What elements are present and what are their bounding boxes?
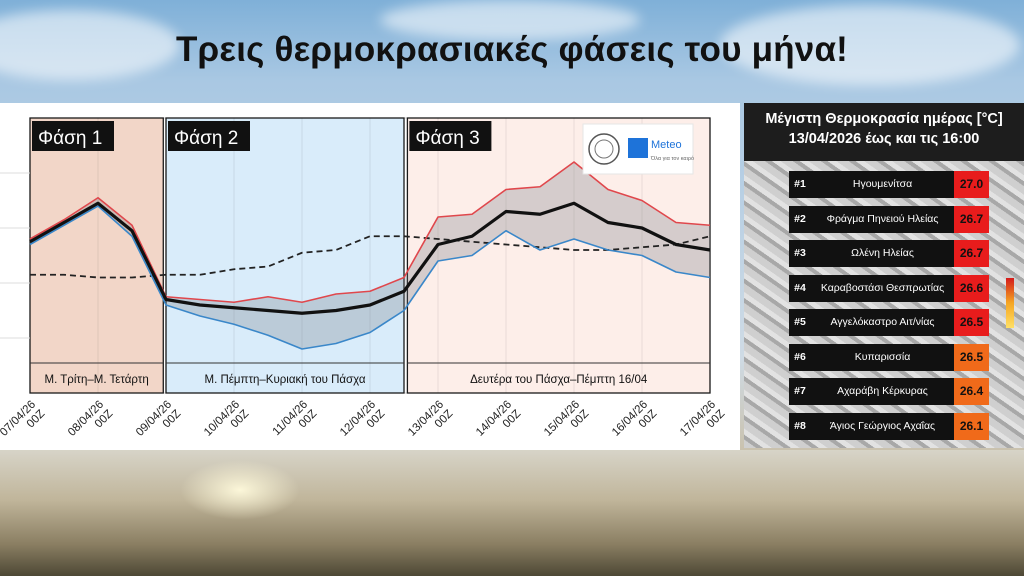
x-tick-label: 14/04/2600Z [474,399,523,448]
ranking-rank: #7 [789,378,811,405]
ranking-station-name: Αχαράβη Κέρκυρας [811,378,954,405]
ranking-title-line1: Μέγιστη Θερμοκρασία ημέρας [°C] [765,111,1003,127]
phase-3-label-box [409,121,492,151]
ranking-station-name: Φράγμα Πηνειού Ηλείας [811,205,954,233]
upper-bound-line [29,161,711,304]
ranking-station-name: Καραβοστάσι Θεσπρωτίας [811,274,954,302]
forecast-chart: Φάση 1 Μ. Τρίτη–Μ. Τετάρτη Φάση 2 Μ. Πέμπτη… [0,117,727,448]
ranking-row: #8 Άγιος Γεώργιος Αχαΐας 26.1 [789,412,989,441]
ranking-rank: #2 [789,205,811,233]
cloud-decoration [380,0,640,40]
sun-glow [180,460,300,520]
ranking-temperature-value: 26.7 [954,205,989,233]
x-tick-label: 11/04/2600Z [271,399,320,448]
university-seal-inner-icon [594,139,614,159]
ranking-station-name: Ηγουμενίτσα [811,171,954,198]
x-tick-label: 12/04/2600Z [338,399,387,448]
phase-2-caption: Μ. Πέμπτη–Κυριακή του Πάσχα [204,374,365,386]
ranking-temperature-value: 26.5 [954,343,989,371]
ranking-temperature-value: 26.7 [954,240,989,267]
ranking-rank: #1 [789,171,811,198]
ranking-station-name: Άγιος Γεώργιος Αχαΐας [811,412,954,440]
x-tick-label: 15/04/2600Z [542,399,591,448]
temperature-colorbar [1006,278,1014,328]
forecast-chart-panel: Φάση 1 Μ. Τρίτη–Μ. Τετάρτη Φάση 2 Μ. Πέμπτη… [0,103,740,450]
ranking-temperature-value: 26.1 [954,412,989,440]
climatology-line [30,235,711,279]
x-tick-label: 07/04/2600Z [0,399,47,448]
ranking-row: #2 Φράγμα Πηνειού Ηλείας 26.7 [789,205,989,234]
ranking-title-line2: 13/04/2026 έως και τις 16:00 [788,131,980,147]
ranking-temperature-value: 27.0 [954,171,989,198]
ranking-rank: #6 [789,343,811,371]
ranking-rank: #5 [789,309,811,336]
phase-2-region [165,117,405,394]
x-tick-label: 09/04/2600Z [134,399,183,448]
ranking-temperature-value: 26.5 [954,309,989,336]
phase-2-label: Φάση 2 [174,128,238,149]
phase-3-label: Φάση 3 [415,128,479,149]
ranking-station-name: Ωλένη Ηλείας [811,240,954,267]
meteo-logo-icon [628,138,648,158]
ranking-station-name: Κυπαρισσία [811,343,954,371]
ensemble-spread-band [30,162,710,349]
ranking-row: #7 Αχαράβη Κέρκυρας 26.4 [789,378,989,406]
ranking-title: Μέγιστη Θερμοκρασία ημέρας [°C] 13/04/20… [744,109,1024,149]
phase-1-label: Φάση 1 [38,128,102,149]
x-tick-label: 17/04/2600Z [678,399,727,448]
ranking-row: #5 Αγγελόκαστρο Αιτ/νίας 26.5 [789,309,989,337]
x-tick-label: 10/04/2600Z [202,399,251,448]
phase-1-label-box [32,121,114,151]
ranking-rank: #8 [789,412,811,440]
max-temperature-ranking-panel: Μέγιστη Θερμοκρασία ημέρας [°C] 13/04/20… [744,103,1024,448]
phase-2-label-box [168,121,250,151]
ranking-temperature-value: 26.4 [954,378,989,405]
x-tick-label: 08/04/2600Z [66,399,115,448]
cloud-decoration [0,10,180,80]
meteo-logo-brand: Meteo [651,139,682,151]
x-tick-label: 16/04/2600Z [610,399,659,448]
phase-1-caption: Μ. Τρίτη–Μ. Τετάρτη [45,374,149,386]
lower-bound-line [29,205,711,350]
phase-3-caption: Δευτέρα του Πάσχα–Πέμπτη 16/04 [470,374,648,386]
ranking-rank: #3 [789,240,811,267]
meteo-logo-tagline: Όλα για τον καιρό [650,155,694,162]
ranking-temperature-value: 26.6 [954,274,989,302]
ensemble-mean-line [29,201,711,315]
ranking-row: #4 Καραβοστάσι Θεσπρωτίας 26.6 [789,274,989,303]
ranking-row: #3 Ωλένη Ηλείας 26.7 [789,240,989,268]
landscape-background [0,450,1024,576]
ranking-row: #1 Ηγουμενίτσα 27.0 [789,171,989,199]
x-tick-label: 13/04/2600Z [406,399,455,448]
slide-title: Τρεις θερμοκρασιακές φάσεις του μήνα! [175,30,849,69]
ranking-rank: #4 [789,274,811,302]
university-seal-icon [588,133,620,165]
ranking-station-name: Αγγελόκαστρο Αιτ/νίας [811,309,954,336]
cloud-decoration [720,5,1020,85]
ranking-row: #6 Κυπαρισσία 26.5 [789,343,989,372]
